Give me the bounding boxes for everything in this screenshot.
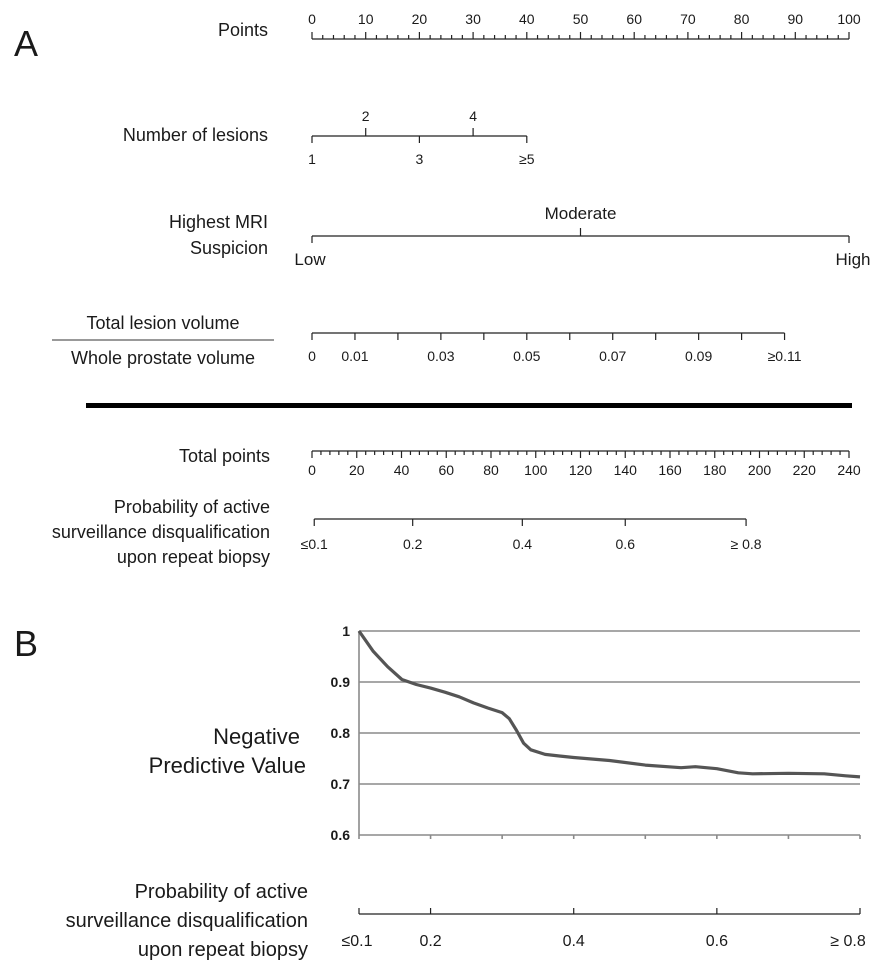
bottom-prob-tick-label: ≤0.1: [341, 933, 372, 950]
total-tick-label: 80: [483, 462, 499, 478]
points-axis: 0 10 20 30 40 50 60 70 80 90 100: [308, 11, 861, 40]
total-points-axis: 0 20 40 60 80 100 120 140 160 180 200 220 240: [308, 450, 861, 478]
points-tick-label: 60: [626, 11, 642, 27]
total-tick-label: 20: [349, 462, 365, 478]
bottom-prob-tick-label: 0.4: [563, 933, 585, 950]
probability-axis: ≤0.1 0.2 0.4 0.6 ≥ 0.8: [301, 518, 762, 552]
lesions-tick-label: 3: [416, 151, 424, 167]
ratio-tick-label: 0.03: [427, 348, 454, 364]
points-tick-label: 0: [308, 11, 316, 27]
total-tick-label: 100: [524, 462, 548, 478]
total-tick-label: 180: [703, 462, 727, 478]
points-tick-label: 40: [519, 11, 535, 27]
chart-y-tick-label: 1: [342, 623, 350, 639]
ratio-label-denominator: Whole prostate volume: [71, 348, 255, 368]
prob-tick-label: 0.4: [513, 536, 533, 552]
ratio-tick-label: 0.05: [513, 348, 540, 364]
total-tick-label: 120: [569, 462, 593, 478]
lesions-tick-label: 1: [308, 151, 316, 167]
lesions-tick-label: 4: [469, 108, 477, 124]
ratio-tick-label: 0: [308, 348, 316, 364]
points-tick-label: 100: [837, 11, 861, 27]
prob-tick-label: 0.2: [403, 536, 423, 552]
npv-ylabel-line-1: Negative: [213, 724, 300, 749]
lesions-axis: 1 2 3 4 ≥5: [308, 108, 535, 167]
prob-row-label-line-3: upon repeat biopsy: [117, 547, 270, 567]
bottom-prob-tick-label: ≥ 0.8: [830, 933, 866, 950]
ratio-label-numerator: Total lesion volume: [86, 313, 239, 333]
chart-x-tick-marks: [358, 835, 861, 839]
points-tick-label: 80: [734, 11, 750, 27]
total-tick-label: 0: [308, 462, 316, 478]
prob-tick-label: ≥ 0.8: [731, 536, 762, 552]
bottom-xlabel-line-3: upon repeat biopsy: [138, 939, 308, 961]
total-tick-label: 60: [438, 462, 454, 478]
mri-row-label-line-1: Highest MRI: [169, 212, 268, 232]
mri-tick-label: High: [836, 250, 871, 269]
total-tick-label: 140: [614, 462, 638, 478]
bottom-prob-tick-label: 0.6: [706, 933, 728, 950]
lesions-row-label: Number of lesions: [123, 125, 268, 145]
npv-panel: B Negative Predictive Value 0.6 0.7 0.8 0.9…: [14, 623, 866, 961]
ratio-tick-label: 0.09: [685, 348, 712, 364]
npv-series-line: [357, 630, 861, 779]
points-tick-label: 30: [465, 11, 481, 27]
total-tick-label: 240: [837, 462, 861, 478]
points-tick-label: 50: [573, 11, 589, 27]
points-row-label: Points: [218, 20, 268, 40]
points-tick-label: 90: [788, 11, 804, 27]
prob-row-label-line-1: Probability of active: [114, 497, 270, 517]
total-tick-label: 40: [394, 462, 410, 478]
prob-tick-label: ≤0.1: [301, 536, 328, 552]
ratio-tick-label: 0.01: [341, 348, 368, 364]
total-tick-label: 220: [793, 462, 817, 478]
npv-ylabel-line-2: Predictive Value: [149, 753, 306, 778]
separator-bar: [86, 403, 852, 408]
ratio-axis: 0 0.01 0.03 0.05 0.07 0.09 ≥0.11: [308, 332, 802, 364]
lesions-tick-label: 2: [362, 108, 370, 124]
bottom-probability-axis: ≤0.1 0.2 0.4 0.6 ≥ 0.8: [341, 908, 866, 950]
bottom-prob-tick-label: 0.2: [419, 933, 441, 950]
nomogram-panel: A Points 0 10 20 30 40 50 60 70 80 90 100 Number o…: [14, 11, 870, 567]
total-points-row-label: Total points: [179, 446, 270, 466]
chart-y-ticks: 0.6 0.7 0.8 0.9 1: [331, 623, 351, 843]
chart-y-tick-label: 0.8: [331, 725, 351, 741]
panel-b-letter: B: [14, 623, 38, 664]
prob-row-label-line-2: surveillance disqualification: [52, 522, 270, 542]
prob-tick-label: 0.6: [616, 536, 636, 552]
mri-row-label-line-2: Suspicion: [190, 238, 268, 258]
bottom-xlabel-line-2: surveillance disqualification: [66, 910, 308, 932]
mri-tick-label: Low: [294, 250, 326, 269]
lesions-tick-label: ≥5: [519, 151, 535, 167]
ratio-tick-label: ≥0.11: [768, 348, 802, 364]
panel-a-letter: A: [14, 23, 38, 64]
chart-y-tick-label: 0.7: [331, 776, 351, 792]
mri-tick-label: Moderate: [545, 204, 617, 223]
ratio-tick-label: 0.07: [599, 348, 626, 364]
points-tick-label: 10: [358, 11, 374, 27]
chart-gridlines: [358, 630, 860, 836]
chart-y-tick-label: 0.9: [331, 674, 351, 690]
total-tick-label: 200: [748, 462, 772, 478]
chart-y-tick-label: 0.6: [331, 827, 351, 843]
total-tick-label: 160: [658, 462, 682, 478]
bottom-xlabel-line-1: Probability of active: [135, 881, 308, 903]
points-tick-label: 20: [412, 11, 428, 27]
mri-axis: Low Moderate High: [294, 204, 870, 269]
points-tick-label: 70: [680, 11, 696, 27]
